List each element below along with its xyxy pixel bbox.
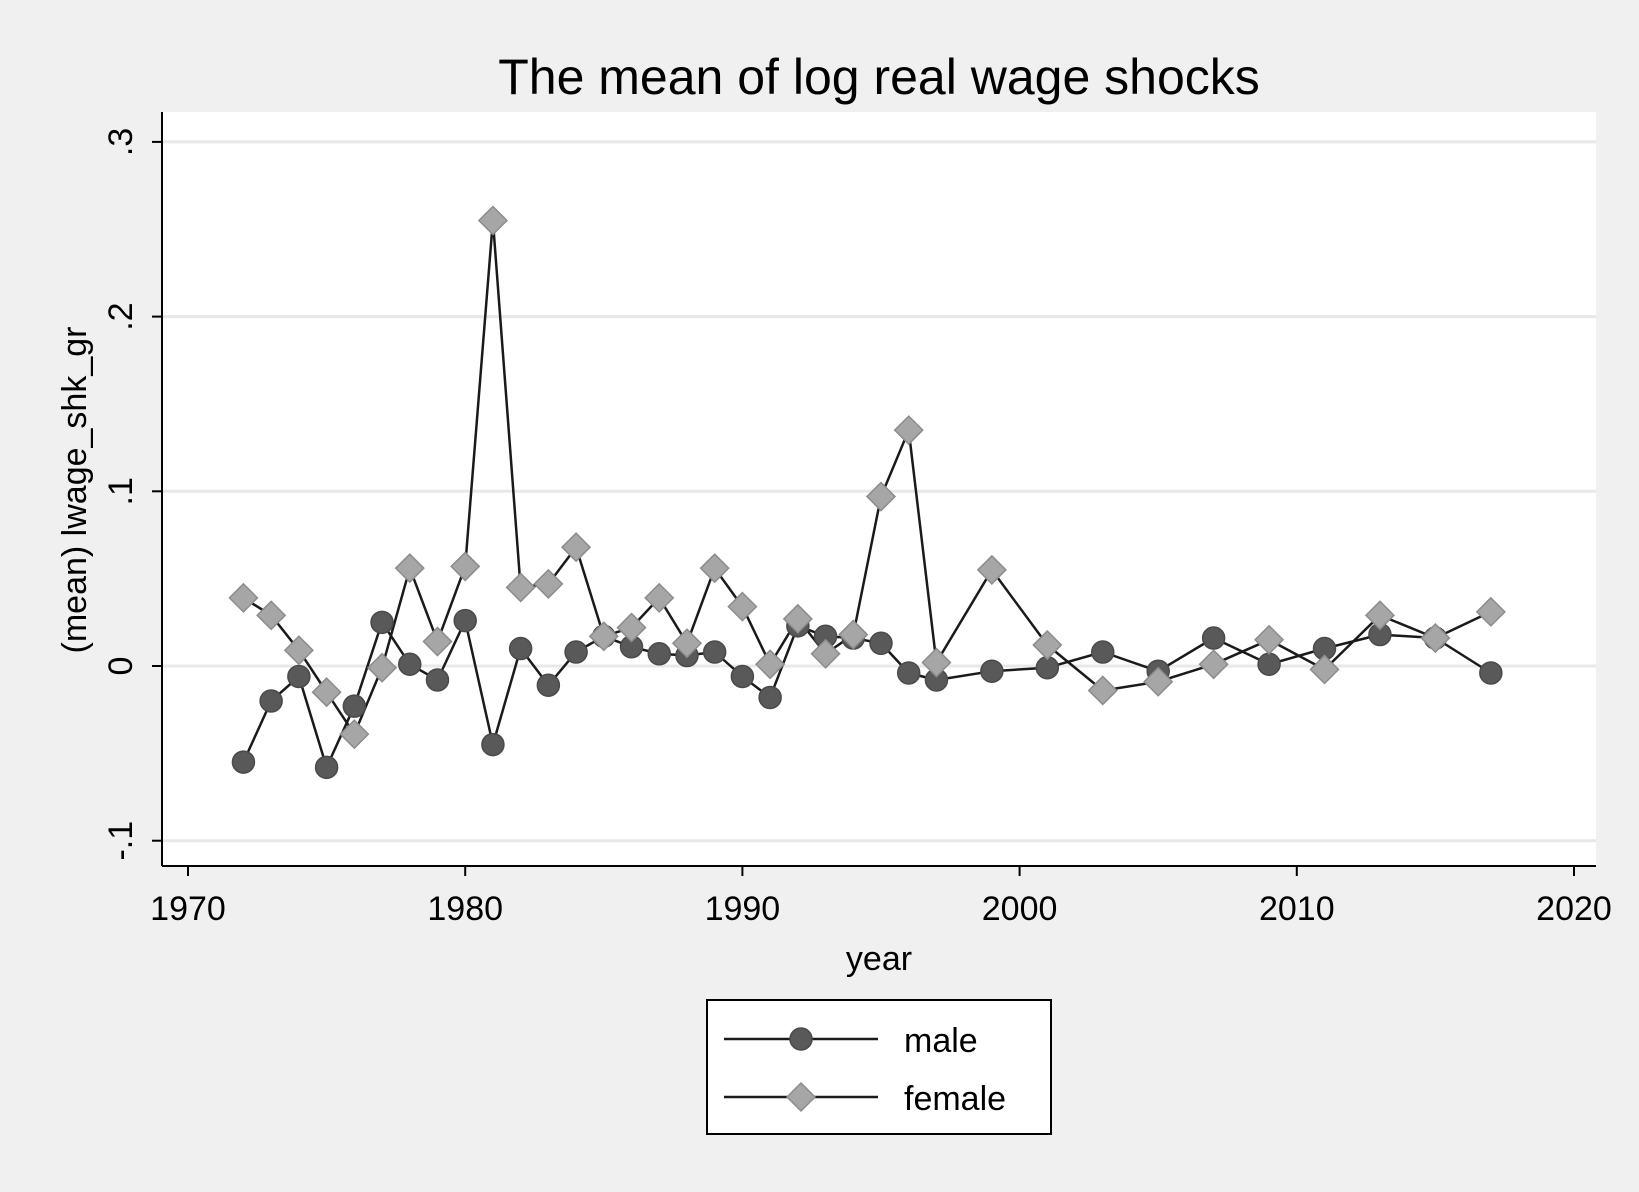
data-point-female (561, 532, 592, 563)
data-point-female (588, 621, 619, 652)
y-tick-label: 0 (102, 657, 140, 676)
data-point-male (896, 661, 921, 685)
y-tick-label: -.1 (102, 821, 140, 861)
data-point-female (1309, 654, 1340, 685)
data-point-male (342, 694, 367, 718)
data-point-female (671, 628, 703, 659)
data-point-female (810, 638, 841, 669)
data-point-male (287, 664, 311, 689)
data-point-male (702, 640, 727, 664)
series-markers-male (231, 608, 1503, 780)
y-tick-label: .1 (102, 477, 140, 505)
data-point-female (394, 553, 425, 584)
data-point-male (425, 668, 450, 692)
legend-box (706, 999, 1052, 1135)
legend-marker-male (789, 1027, 813, 1051)
data-point-female (782, 603, 813, 634)
data-point-male (1257, 652, 1281, 677)
data-point-male (647, 642, 671, 666)
data-point-female (838, 619, 869, 650)
data-point-male (564, 640, 588, 664)
data-point-female (644, 582, 675, 613)
data-point-female (339, 719, 370, 750)
data-point-male (259, 689, 283, 713)
data-point-male (980, 659, 1004, 683)
data-point-female (505, 572, 536, 603)
data-point-female (1198, 649, 1229, 680)
data-point-female (616, 612, 647, 643)
data-point-female (1364, 600, 1396, 631)
data-point-male (869, 631, 893, 656)
data-point-female (311, 677, 342, 708)
data-point-male (1479, 661, 1503, 685)
x-tick-label: 2020 (1536, 890, 1612, 928)
data-point-female (976, 554, 1007, 585)
data-point-female (1032, 629, 1063, 661)
data-point-male (370, 610, 394, 635)
data-point-male (1201, 626, 1226, 650)
data-point-female (1143, 666, 1174, 697)
data-point-female (1475, 596, 1506, 627)
data-point-female (228, 582, 259, 613)
data-point-male (398, 652, 422, 677)
data-point-male (508, 636, 533, 661)
data-point-male (1091, 640, 1115, 664)
x-tick-label: 1970 (150, 890, 226, 928)
data-point-female (256, 600, 287, 631)
data-point-female (283, 635, 314, 666)
y-tick-label: .3 (102, 128, 140, 156)
y-tick-label: .2 (102, 302, 140, 330)
data-point-male (536, 673, 561, 697)
legend-entry-female: female (724, 1080, 1006, 1118)
data-point-female (1254, 624, 1285, 655)
data-point-female (477, 205, 508, 236)
legend-label-female: female (904, 1080, 1006, 1118)
data-point-female (366, 652, 398, 683)
data-point-male (314, 755, 339, 780)
x-tick-label: 2000 (982, 890, 1058, 928)
legend: male female (706, 999, 1052, 1135)
data-point-female (1087, 675, 1118, 706)
data-point-female (865, 481, 897, 512)
series-markers-female (228, 205, 1506, 750)
data-point-female (422, 626, 453, 657)
legend-entry-male: male (724, 1022, 978, 1060)
y-ticks: -.1 0 .1 .2 .3 (102, 128, 162, 861)
data-point-male (481, 732, 505, 757)
data-point-female (893, 415, 924, 446)
legend-label-male: male (904, 1022, 978, 1060)
x-tick-label: 2010 (1259, 890, 1335, 928)
data-point-female (921, 647, 952, 678)
y-axis-label: (mean) lwage_shk_gr (56, 327, 94, 654)
data-point-female (450, 551, 481, 582)
x-ticks: 1970 1980 1990 2000 2010 2020 (150, 866, 1612, 928)
data-point-male (730, 664, 755, 689)
data-point-female (727, 591, 758, 622)
data-point-female (699, 553, 730, 584)
data-point-female (533, 568, 564, 599)
data-point-female (755, 649, 786, 680)
data-point-male (758, 685, 782, 710)
series-layer (228, 205, 1506, 780)
chart-title: The mean of log real wage shocks (498, 49, 1260, 105)
data-point-male (231, 750, 256, 774)
data-point-male (453, 608, 477, 633)
legend-marker-female (785, 1081, 817, 1113)
x-axis-label: year (846, 940, 912, 978)
data-point-female (1420, 622, 1451, 654)
x-tick-label: 1980 (427, 890, 503, 928)
x-tick-label: 1990 (705, 890, 781, 928)
